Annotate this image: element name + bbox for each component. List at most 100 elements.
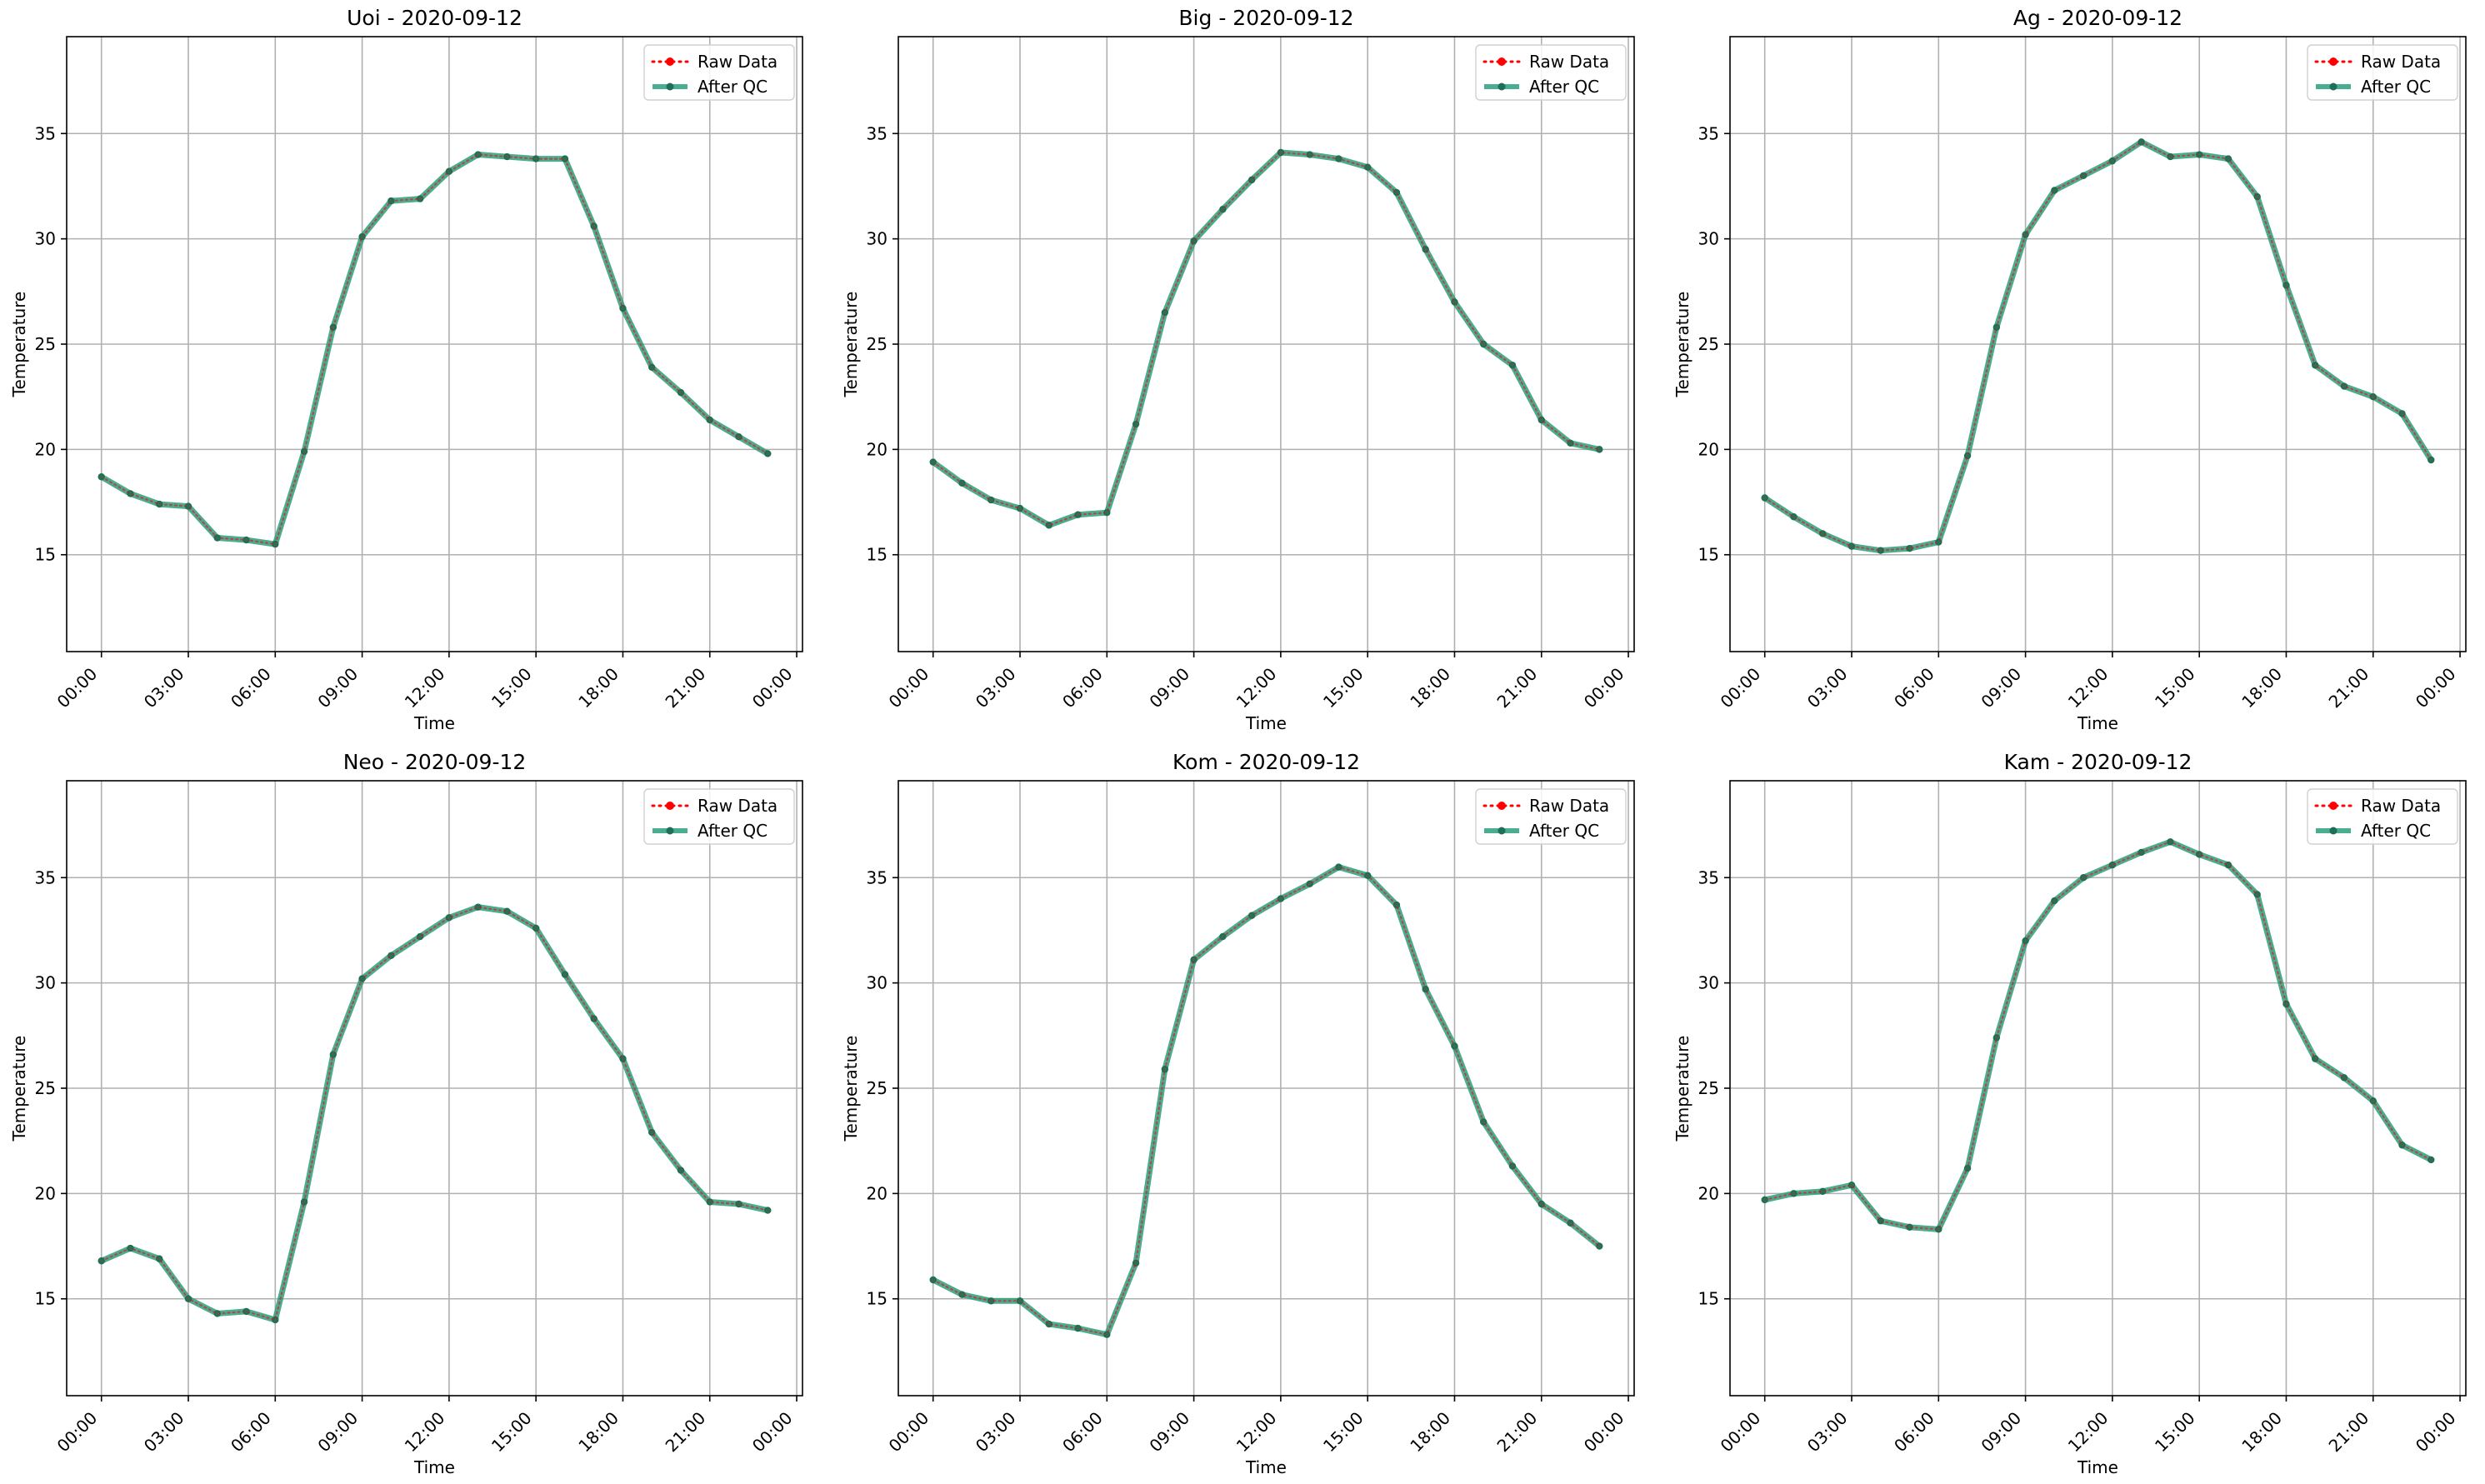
data-point bbox=[621, 306, 625, 311]
legend-label: Raw Data bbox=[1529, 52, 1609, 72]
data-point bbox=[1018, 506, 1022, 511]
x-tick-label: 15:00 bbox=[2151, 1408, 2199, 1457]
y-tick-label: 30 bbox=[35, 229, 56, 249]
x-tick-label: 15:00 bbox=[1319, 1408, 1368, 1457]
x-tick-label: 06:00 bbox=[1890, 664, 1938, 712]
legend-marker bbox=[666, 827, 674, 835]
series-line bbox=[99, 152, 770, 547]
x-tick-label: 21:00 bbox=[662, 664, 710, 712]
data-point bbox=[562, 972, 568, 977]
data-point bbox=[1423, 247, 1428, 252]
series-after-qc bbox=[1761, 138, 2435, 554]
data-point bbox=[1762, 496, 1768, 500]
legend-label: After QC bbox=[1529, 77, 1599, 97]
y-tick-label: 20 bbox=[35, 439, 56, 459]
data-point bbox=[1568, 1221, 1572, 1226]
data-point bbox=[1762, 1197, 1768, 1202]
data-point bbox=[533, 157, 538, 161]
data-point bbox=[1481, 342, 1486, 347]
legend-label: Raw Data bbox=[1529, 796, 1609, 816]
data-point bbox=[1162, 310, 1168, 315]
data-point bbox=[1308, 882, 1312, 887]
x-tick-label: 09:00 bbox=[1145, 664, 1193, 712]
data-point bbox=[2255, 194, 2260, 199]
y-tick-label: 35 bbox=[35, 867, 56, 887]
subplot: 00:00 03:00 06:00 09:00 12:00 15:00 18:00 21:00… bbox=[9, 6, 803, 733]
series-line bbox=[932, 151, 1601, 527]
data-point bbox=[447, 915, 452, 920]
x-tick-label: 21:00 bbox=[1493, 1408, 1542, 1457]
y-tick-label: 30 bbox=[867, 229, 888, 249]
data-point bbox=[737, 434, 741, 439]
data-point bbox=[2342, 384, 2347, 388]
x-tick-label: 15:00 bbox=[1319, 664, 1368, 712]
data-point bbox=[157, 1257, 162, 1262]
data-point bbox=[2052, 188, 2057, 192]
data-point bbox=[765, 1208, 770, 1212]
series-raw-data bbox=[99, 152, 770, 547]
data-point bbox=[765, 452, 770, 456]
x-tick-label: 00:00 bbox=[1717, 1408, 1765, 1457]
grid bbox=[1730, 781, 2466, 1396]
data-point bbox=[2371, 394, 2376, 399]
data-point bbox=[1076, 512, 1080, 517]
x-tick-label: 12:00 bbox=[2064, 664, 2112, 712]
data-point bbox=[2284, 1002, 2288, 1007]
legend-entry-after-qc: After QC bbox=[2316, 821, 2431, 841]
y-tick-label: 30 bbox=[1698, 973, 1719, 993]
series-line bbox=[932, 864, 1602, 1338]
data-point bbox=[1423, 987, 1428, 992]
legend-marker bbox=[1498, 827, 1506, 835]
data-point bbox=[360, 977, 364, 981]
data-point bbox=[505, 909, 509, 914]
series-raw-data bbox=[1762, 139, 2433, 553]
y-tick-label: 30 bbox=[1698, 229, 1719, 249]
x-tick-label: 18:00 bbox=[1406, 1408, 1454, 1457]
data-point bbox=[1849, 1182, 1854, 1187]
chart-title: Big - 2020-09-12 bbox=[1178, 6, 1353, 30]
x-tick-label: 21:00 bbox=[2325, 1408, 2373, 1457]
series-line bbox=[932, 866, 1601, 1336]
x-tick-label: 00:00 bbox=[748, 664, 797, 712]
data-point bbox=[2284, 282, 2288, 287]
data-point bbox=[1337, 157, 1341, 161]
legend-label: After QC bbox=[2361, 77, 2431, 97]
legend-marker bbox=[1498, 802, 1506, 810]
x-tick-label: 00:00 bbox=[748, 1408, 797, 1457]
legend-marker bbox=[1498, 57, 1506, 66]
legend-entry-raw-data: Raw Data bbox=[651, 796, 778, 816]
y-tick-label: 15 bbox=[35, 545, 56, 565]
subplot: 00:00 03:00 06:00 09:00 12:00 15:00 18:00 21:00… bbox=[1672, 6, 2467, 733]
data-point bbox=[1539, 1202, 1544, 1207]
series-raw-data bbox=[1762, 839, 2433, 1232]
data-point bbox=[2400, 1142, 2404, 1147]
data-point bbox=[2168, 154, 2172, 159]
y-axis-label: Temperature bbox=[9, 292, 29, 398]
data-point bbox=[1394, 902, 1399, 907]
y-tick-label: 25 bbox=[867, 334, 888, 354]
data-point bbox=[1994, 325, 1999, 330]
y-tick-label: 20 bbox=[1698, 439, 1719, 459]
legend-entry-after-qc: After QC bbox=[2316, 77, 2431, 97]
legend-label: Raw Data bbox=[2361, 52, 2441, 72]
y-tick-label: 30 bbox=[867, 973, 888, 993]
data-point bbox=[562, 157, 568, 161]
y-tick-label: 30 bbox=[35, 973, 56, 993]
data-point bbox=[447, 169, 452, 174]
data-point bbox=[1394, 190, 1399, 195]
y-tick-label: 15 bbox=[1698, 1289, 1719, 1309]
x-tick-label: 00:00 bbox=[53, 664, 102, 712]
data-point bbox=[186, 504, 191, 509]
data-point bbox=[592, 1017, 597, 1021]
data-point bbox=[302, 449, 307, 454]
data-point bbox=[215, 1312, 220, 1316]
subplot: 00:00 03:00 06:00 09:00 12:00 15:00 18:00 21:00… bbox=[9, 750, 803, 1477]
x-tick-label: 00:00 bbox=[885, 1408, 933, 1457]
data-point bbox=[1849, 544, 1854, 549]
x-tick-label: 00:00 bbox=[2412, 1408, 2460, 1457]
data-point bbox=[1936, 1227, 1941, 1232]
grid bbox=[1730, 37, 2466, 652]
x-tick-label: 00:00 bbox=[1580, 1408, 1628, 1457]
data-point bbox=[1878, 1218, 1883, 1223]
x-tick-label: 00:00 bbox=[885, 664, 933, 712]
